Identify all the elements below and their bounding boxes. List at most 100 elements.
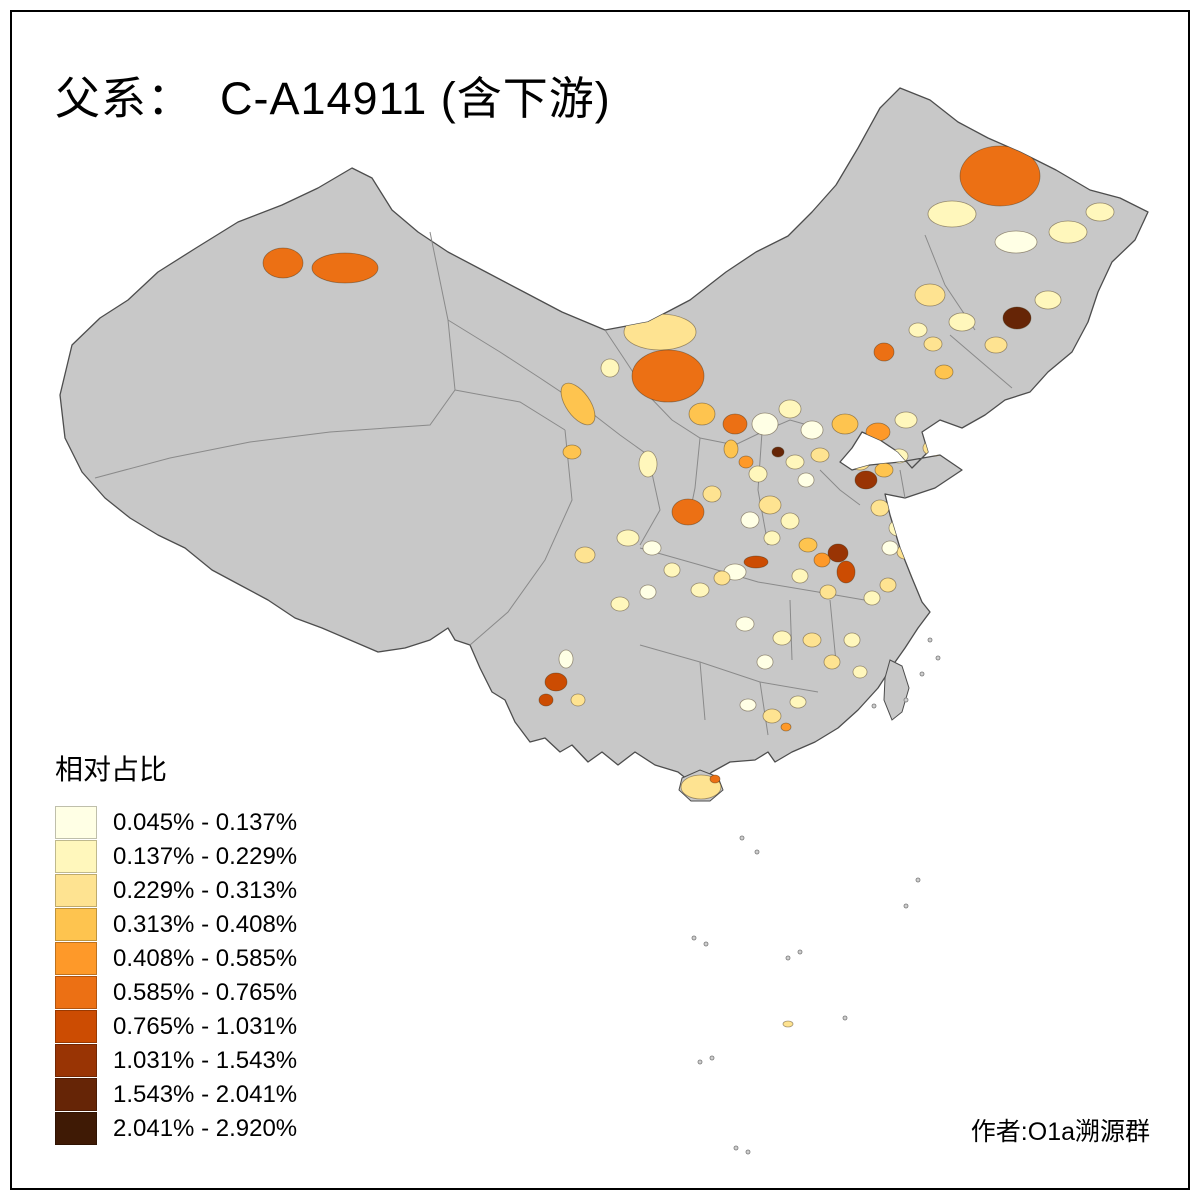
- map-region: [631, 349, 705, 403]
- map-region: [690, 582, 710, 598]
- map-region: [638, 450, 658, 478]
- legend-item: 0.137% - 0.229%: [55, 840, 385, 873]
- map-region: [642, 540, 662, 556]
- map-region: [762, 708, 782, 724]
- legend-label: 0.313% - 0.408%: [113, 910, 298, 938]
- map-region: [827, 543, 849, 563]
- author-credit: 作者:O1a溯源群: [970, 1118, 1150, 1146]
- legend-swatch: [55, 840, 97, 873]
- legend-item: 0.045% - 0.137%: [55, 806, 385, 839]
- legend-label: 2.041% - 2.920%: [113, 1114, 298, 1142]
- map-region: [562, 444, 582, 460]
- map-region: [544, 672, 568, 692]
- legend-item: 1.031% - 1.543%: [55, 1044, 385, 1077]
- map-region: [959, 145, 1041, 207]
- legend: 相对占比 0.045% - 0.137% 0.137% - 0.229% 0.229…: [55, 748, 385, 1146]
- map-region: [600, 358, 620, 378]
- map-region: [914, 283, 946, 307]
- map-region: [802, 632, 822, 648]
- map-region: [739, 698, 757, 712]
- map-region: [908, 322, 928, 338]
- map-region: [819, 584, 837, 600]
- map-region: [791, 568, 809, 584]
- legend-swatch: [55, 874, 97, 907]
- legend-swatch: [55, 976, 97, 1009]
- map-region: [909, 565, 925, 579]
- legend-item: 2.041% - 2.920%: [55, 1112, 385, 1145]
- legend-swatch: [55, 806, 97, 839]
- legend-swatch: [55, 1010, 97, 1043]
- map-title: 父系： C-A14911 (含下游): [55, 73, 611, 124]
- map-region: [813, 552, 831, 568]
- map-region: [616, 529, 640, 547]
- map-region: [874, 462, 894, 478]
- map-region: [639, 584, 657, 600]
- legend-title: 相对占比: [55, 754, 168, 785]
- map-region: [1048, 220, 1088, 244]
- legend-label: 1.543% - 2.041%: [113, 1080, 298, 1108]
- map-region: [823, 654, 841, 670]
- map-region: [797, 472, 815, 488]
- legend-swatch: [55, 1044, 97, 1077]
- map-region: [836, 560, 856, 584]
- map-region: [751, 412, 779, 436]
- choropleth-regions: [262, 145, 1115, 732]
- map-region: [780, 722, 792, 732]
- map-region: [994, 230, 1038, 254]
- map-region: [881, 540, 899, 556]
- map-region: [758, 495, 782, 515]
- legend-item: 0.229% - 0.313%: [55, 874, 385, 907]
- legend-label: 0.585% - 0.765%: [113, 978, 298, 1006]
- map-region: [843, 632, 861, 648]
- legend-swatch: [55, 1078, 97, 1111]
- map-region: [934, 364, 954, 380]
- legend-swatch: [55, 1112, 97, 1145]
- choropleth-island-regions: [680, 774, 794, 1028]
- map-region: [894, 411, 918, 429]
- map-region: [789, 695, 807, 709]
- map-region: [852, 665, 868, 679]
- map-region: [1085, 202, 1115, 222]
- map-region: [722, 413, 748, 435]
- map-region: [865, 422, 891, 442]
- map-region: [771, 446, 785, 458]
- map-region: [831, 413, 859, 435]
- map-region: [873, 342, 895, 362]
- map-region: [854, 470, 878, 490]
- legend-label: 0.045% - 0.137%: [113, 808, 298, 836]
- map-region: [743, 555, 769, 569]
- map-region: [888, 519, 908, 537]
- map-region: [870, 499, 890, 517]
- south-sea-islets: [691, 637, 941, 1155]
- map-region: [782, 1020, 794, 1028]
- map-region: [772, 630, 792, 646]
- map-region: [780, 512, 800, 530]
- map-region: [984, 336, 1008, 354]
- legend-label: 0.765% - 1.031%: [113, 1012, 298, 1040]
- map-region: [800, 420, 824, 440]
- legend-item: 0.585% - 0.765%: [55, 976, 385, 1009]
- taiwan-island: [883, 659, 910, 721]
- legend-items: 0.045% - 0.137% 0.137% - 0.229% 0.229% - 0…: [55, 806, 385, 1145]
- map-region: [262, 247, 304, 279]
- map-region: [560, 382, 596, 426]
- map-region: [923, 336, 943, 352]
- map-region: [538, 693, 554, 707]
- legend-label: 0.137% - 0.229%: [113, 842, 298, 870]
- legend-swatch: [55, 942, 97, 975]
- legend-label: 0.408% - 0.585%: [113, 944, 298, 972]
- map-region: [570, 693, 586, 707]
- map-region: [709, 774, 721, 784]
- map-region: [896, 544, 914, 560]
- map-region: [688, 402, 716, 426]
- map-region: [763, 530, 781, 546]
- map-region: [927, 200, 977, 228]
- map-region: [610, 596, 630, 612]
- map-region: [810, 447, 830, 463]
- legend-swatch: [55, 908, 97, 941]
- map-region: [740, 511, 760, 529]
- map-region: [735, 616, 755, 632]
- map-region: [863, 590, 881, 606]
